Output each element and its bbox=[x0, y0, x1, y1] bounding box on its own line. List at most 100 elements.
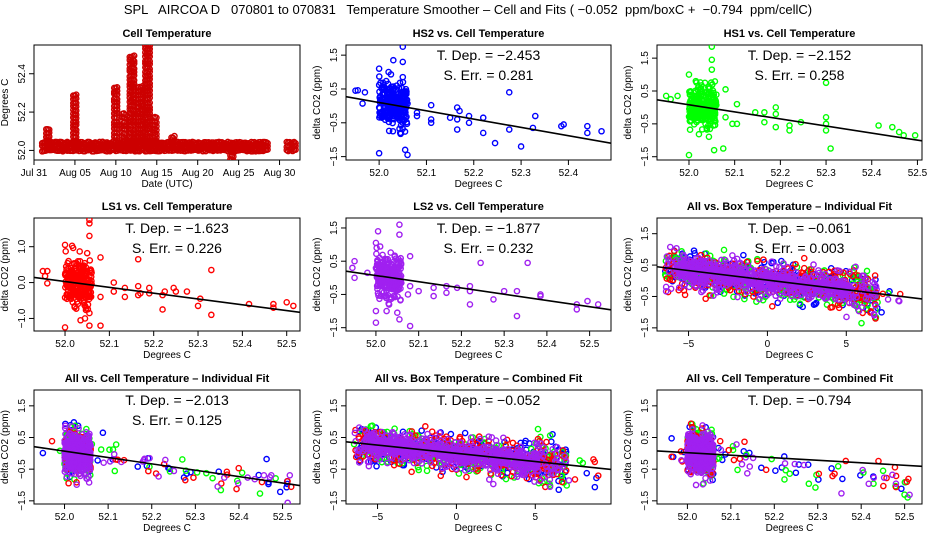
data-point bbox=[400, 117, 408, 125]
data-point bbox=[680, 259, 688, 267]
data-point bbox=[453, 126, 461, 133]
x-tick-label: Aug 10 bbox=[100, 168, 132, 179]
cell-temp-point bbox=[122, 114, 129, 122]
data-point bbox=[534, 425, 542, 433]
data-point bbox=[669, 276, 677, 284]
data-point bbox=[772, 110, 780, 118]
data-point bbox=[697, 85, 705, 92]
x-axis-label: Degrees C bbox=[455, 350, 503, 361]
data-point bbox=[387, 249, 395, 256]
data-point bbox=[86, 438, 93, 446]
cell-temp-point bbox=[45, 129, 53, 136]
data-point bbox=[768, 303, 776, 310]
data-point bbox=[430, 284, 437, 292]
data-point bbox=[378, 287, 386, 295]
data-point bbox=[491, 139, 499, 147]
data-point bbox=[83, 249, 91, 257]
data-point bbox=[64, 291, 72, 299]
fit-annotation: T. Dep. = −2.453 bbox=[437, 47, 541, 63]
data-point bbox=[706, 280, 713, 288]
points-layer bbox=[34, 419, 300, 504]
data-point bbox=[598, 127, 605, 135]
cell-temp-point bbox=[146, 49, 154, 56]
data-point bbox=[855, 307, 863, 315]
data-point bbox=[190, 474, 197, 481]
data-point bbox=[141, 455, 148, 463]
y-tick-label: 0.5 bbox=[640, 84, 651, 98]
data-point bbox=[396, 316, 403, 323]
data-point bbox=[395, 268, 403, 276]
data-point bbox=[772, 123, 780, 131]
cell-temp-point bbox=[130, 60, 138, 67]
cell-temp-point bbox=[153, 137, 160, 145]
data-point bbox=[584, 129, 591, 137]
plot-frame bbox=[656, 217, 923, 332]
y-tick-label: 1.5 bbox=[329, 221, 340, 235]
cell-temp-point bbox=[146, 103, 154, 111]
data-point bbox=[111, 467, 119, 475]
data-point bbox=[270, 300, 277, 308]
data-point bbox=[401, 146, 409, 154]
y-tick-label: −1.5 bbox=[329, 491, 340, 511]
fit-line bbox=[34, 276, 300, 314]
data-point bbox=[761, 265, 769, 273]
data-point bbox=[740, 251, 747, 259]
y-tick-label: 52.2 bbox=[17, 102, 28, 122]
data-point bbox=[513, 287, 521, 295]
data-point bbox=[695, 261, 703, 269]
figure-title: SPL AIRCOA D 070801 to 070831 Temperatur… bbox=[123, 2, 813, 17]
data-point bbox=[832, 280, 840, 288]
y-tick-label: 1.5 bbox=[17, 398, 28, 412]
data-point bbox=[68, 277, 76, 285]
data-point bbox=[44, 279, 51, 287]
data-point bbox=[665, 268, 673, 276]
data-point bbox=[86, 276, 93, 284]
data-point bbox=[705, 133, 713, 141]
data-point bbox=[872, 302, 879, 309]
data-point bbox=[815, 267, 822, 274]
y-tick-label: −0.5 bbox=[329, 112, 340, 132]
data-point bbox=[73, 479, 80, 486]
cell-temp-point bbox=[72, 95, 80, 102]
plot-frame bbox=[345, 44, 612, 161]
data-point bbox=[686, 273, 694, 280]
data-point bbox=[82, 428, 90, 436]
data-point bbox=[373, 462, 380, 470]
data-point bbox=[560, 121, 567, 128]
data-point bbox=[406, 282, 414, 290]
x-tick-label: 0 bbox=[454, 512, 460, 523]
data-point bbox=[373, 250, 380, 258]
cell-temp-point bbox=[72, 129, 80, 137]
cell-temp-point bbox=[146, 106, 154, 114]
data-point bbox=[662, 288, 670, 295]
data-point bbox=[106, 446, 113, 454]
data-point bbox=[679, 251, 687, 259]
data-point bbox=[67, 264, 75, 272]
data-point bbox=[406, 252, 414, 260]
cell-temp-point bbox=[171, 132, 178, 140]
panel-title: All vs. Cell Temperature – Individual Fi… bbox=[65, 373, 270, 385]
data-point bbox=[121, 284, 129, 292]
data-point bbox=[375, 149, 383, 157]
x-axis-label: Degrees C bbox=[455, 179, 503, 190]
data-point bbox=[172, 288, 180, 295]
data-point bbox=[97, 254, 104, 261]
data-point bbox=[234, 480, 242, 487]
data-point bbox=[395, 110, 402, 118]
data-point bbox=[179, 456, 186, 463]
data-point bbox=[701, 79, 709, 87]
data-point bbox=[403, 97, 410, 104]
x-tick-label: −5 bbox=[683, 339, 695, 350]
fit-line bbox=[346, 95, 611, 144]
data-point bbox=[396, 79, 404, 87]
data-point bbox=[391, 252, 398, 259]
data-point bbox=[735, 287, 743, 295]
data-point bbox=[755, 280, 763, 288]
cell-temp-point bbox=[45, 126, 53, 134]
data-point bbox=[373, 274, 381, 281]
data-point bbox=[134, 282, 142, 290]
cell-temp-point bbox=[130, 68, 138, 76]
x-tick-label: 52.1 bbox=[417, 168, 437, 179]
data-point bbox=[121, 293, 129, 301]
y-tick-label: 0.5 bbox=[329, 254, 340, 268]
